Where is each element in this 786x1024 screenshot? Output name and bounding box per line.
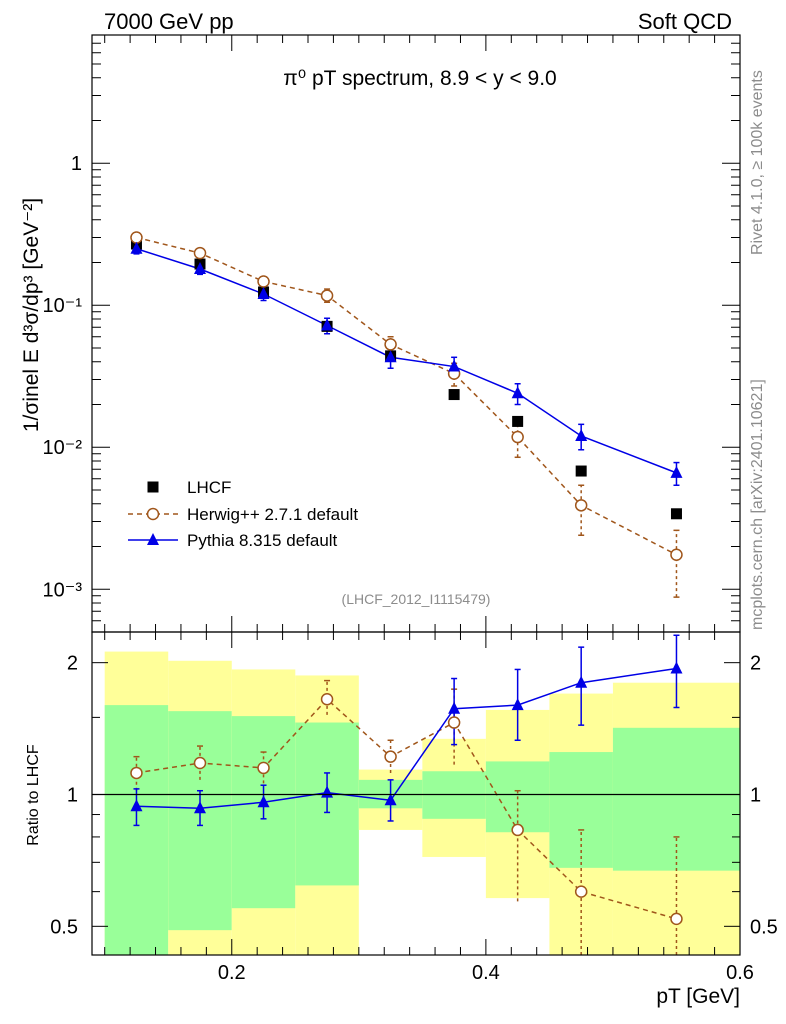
herwig-point xyxy=(320,289,334,302)
ratio-herwig-point xyxy=(193,756,207,770)
ratio-y-tick-label-right: 2 xyxy=(750,653,761,675)
ratio-axes: 0.5 0.5 1 1 2 2 0.2 0.4 0.6 xyxy=(50,632,778,984)
header-left-label: 7000 GeV pp xyxy=(104,9,234,34)
ratio-y-tick-label-right: 1 xyxy=(750,784,761,806)
x-axis-label: pT [GeV] xyxy=(656,985,740,1008)
legend-pythia-marker xyxy=(147,533,159,545)
ratio-herwig-point xyxy=(670,912,683,926)
ratio-y-axis-label: Ratio to LHCF xyxy=(25,744,42,846)
ratio-band-inner xyxy=(104,705,169,955)
main-panel: 10⁻³ 10⁻² 10⁻¹ 1 π⁰ pT spectrum, 8.9 < y < … xyxy=(20,34,741,633)
legend: LHCF Herwig++ 2.7.1 default Pythia 8.315 d… xyxy=(128,478,358,550)
pythia-point xyxy=(511,386,524,399)
ratio-marks xyxy=(130,634,683,955)
analysis-id-label: (LHCF_2012_I1115479) xyxy=(342,591,491,607)
pythia-point xyxy=(448,359,461,372)
y-tick-label: 10⁻¹ xyxy=(43,295,83,317)
main-y-axis-label: 1/σinel E d³σ/dp³ [GeV⁻²] xyxy=(20,198,43,432)
main-title: π⁰ pT spectrum, 8.9 < y < 9.0 xyxy=(283,67,556,90)
main-axes: 10⁻³ 10⁻² 10⁻¹ 1 xyxy=(43,34,741,633)
ratio-pythia-point xyxy=(194,801,206,814)
y-tick-label: 1 xyxy=(71,153,82,175)
legend-herwig-marker xyxy=(146,507,160,521)
pythia-point xyxy=(257,287,270,300)
legend-lhcf-marker xyxy=(147,481,159,493)
herwig-point xyxy=(384,338,397,351)
herwig-point xyxy=(257,275,270,288)
lhcf-point xyxy=(448,389,460,401)
herwig-point xyxy=(670,548,683,561)
x-tick-label: 0.2 xyxy=(218,962,246,984)
ratio-pythia-point xyxy=(670,661,683,674)
ratio-herwig-point xyxy=(574,885,588,898)
ratio-pythia-point xyxy=(575,675,588,688)
herwig-point xyxy=(511,430,524,444)
pythia-point xyxy=(670,465,683,478)
ratio-band-inner xyxy=(549,752,613,868)
ratio-y-tick-label: 0.5 xyxy=(50,916,78,938)
ratio-y-tick-label: 2 xyxy=(67,653,78,675)
lhcf-point xyxy=(575,465,587,477)
header-right-label: Soft QCD xyxy=(638,9,732,34)
legend-label: LHCF xyxy=(187,478,231,497)
ratio-frame xyxy=(91,631,741,956)
ratio-y-tick-label-right: 0.5 xyxy=(750,916,778,938)
legend-label: Herwig++ 2.7.1 default xyxy=(187,505,358,524)
ratio-band-inner xyxy=(612,727,740,871)
ratio-herwig-point xyxy=(257,761,270,775)
pythia-point xyxy=(194,261,206,274)
ratio-herwig-point xyxy=(320,693,334,706)
ratio-pythia-point xyxy=(511,698,524,711)
ratio-herwig-point xyxy=(447,716,461,729)
ratio-y-tick-label: 1 xyxy=(67,784,78,806)
herwig-point xyxy=(130,231,143,244)
main-marks xyxy=(130,231,683,598)
rivet-label: Rivet 4.1.0, ≥ 100k events xyxy=(749,70,766,255)
ratio-pythia-point xyxy=(448,701,461,714)
pythia-point xyxy=(384,350,397,363)
ratio-panel: 0.5 0.5 1 1 2 2 0.2 0.4 0.6 Ratio to LHCF pT [Ge… xyxy=(25,631,778,1008)
y-tick-label: 10⁻³ xyxy=(43,579,83,601)
mcplots-label: mcplots.cern.ch [arXiv:2401.10621] xyxy=(749,379,766,630)
x-tick-label: 0.4 xyxy=(472,962,500,984)
pythia-line xyxy=(136,248,677,474)
pythia-point xyxy=(130,241,143,254)
herwig-point xyxy=(193,246,207,260)
ratio-pythia-point xyxy=(130,799,143,812)
herwig-point xyxy=(574,499,588,512)
ratio-herwig-point xyxy=(511,823,524,837)
pythia-point xyxy=(321,318,334,331)
ratio-herwig-point xyxy=(130,766,143,780)
x-tick-label: 0.6 xyxy=(726,962,754,984)
lhcf-point xyxy=(512,415,524,427)
lhcf-point xyxy=(670,508,682,520)
ratio-herwig-point xyxy=(384,750,397,763)
legend-label: Pythia 8.315 default xyxy=(187,531,338,550)
y-tick-label: 10⁻² xyxy=(43,437,83,459)
pythia-point xyxy=(575,429,588,442)
ratio-pythia-point xyxy=(257,795,270,808)
ratio-pythia-point xyxy=(384,793,397,806)
